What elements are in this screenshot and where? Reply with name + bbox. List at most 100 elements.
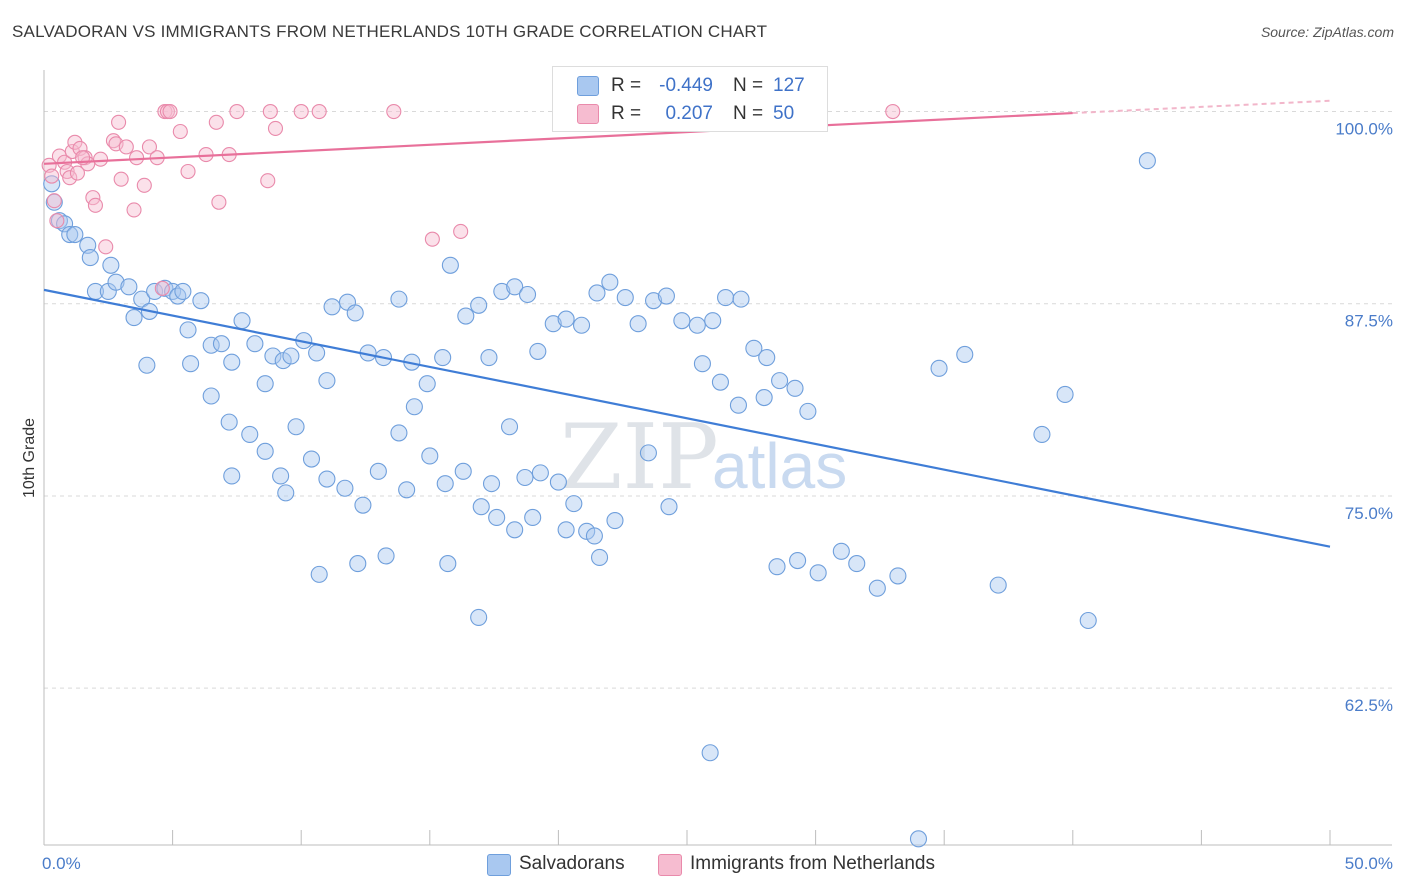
salvadoran-point [336,479,354,497]
salvadoran-point [701,744,719,762]
salvadoran-point [1056,385,1074,404]
salvadoran-point [557,310,575,328]
salvadoran-point [531,464,549,482]
salvadoran-point [233,312,251,330]
watermark: ZIP atlas [560,405,847,510]
n-value: 127 [773,75,805,96]
netherlands-point [113,171,129,187]
salvadoran-point [493,282,511,300]
n-label: N = [733,75,764,96]
netherlands-point [98,239,114,255]
salvadoran-point [272,467,290,485]
watermark-atlas: atlas [712,430,847,502]
salvadoran-point [989,576,1007,594]
netherlands-trend-line [43,111,1073,165]
salvadoran-point [302,450,321,468]
netherlands-point [87,197,103,213]
salvadoran-point [246,335,264,353]
salvadoran-point [61,225,79,244]
salvadoran-point [688,316,706,334]
salvadoran-point [323,298,341,316]
salvadoran-trend-line [43,288,1331,548]
salvadoran-point [457,307,475,325]
salvadoran-point [529,342,547,360]
salvadoran-point [169,287,187,305]
netherlands-point [311,103,327,120]
netherlands-point [453,223,469,240]
salvadoran-point [192,292,210,310]
salvadoran-point [223,467,241,485]
y-tick-label: 75.0% [1345,504,1393,523]
salvadoran-point [125,309,143,327]
salvadoran-point [369,462,387,480]
x-tick-label: 0.0% [42,854,81,873]
salvadoran-point [390,424,408,442]
salvadoran-point [1033,425,1051,443]
netherlands-point [208,114,224,130]
salvadoran-point [645,292,663,310]
netherlands-point [44,168,60,184]
netherlands-point [885,103,901,120]
salvadoran-point [277,484,295,502]
salvadoran-point [488,508,506,527]
salvadoran-point [565,495,583,513]
netherlands-point [162,103,178,120]
r-label: R = [611,75,642,96]
salvadoran-point [789,551,807,570]
netherlands-point [62,170,78,186]
salvadoran-point [544,315,562,333]
salvadoran-point [585,527,603,545]
salvadoran-point [282,347,300,365]
salvadoran-point [506,521,524,539]
y-tick-label: 100.0% [1335,120,1393,139]
salvadoran-point [717,289,735,307]
correlation-legend: R = -0.449 N = 127 R = 0.207 N = 50 [552,66,828,132]
salvadoran-point [390,290,408,308]
salvadoran-point [43,175,61,193]
netherlands-point [293,103,309,120]
salvadoran-point [50,212,68,230]
salvadoran-point [164,282,182,300]
salvadoran-point [506,278,524,296]
salvadoran-point [480,348,498,367]
axis-layer: 62.5% 75.0% 87.5% 100.0% 0.0% 50.0% [42,70,1393,873]
salvadoran-point [956,345,974,364]
salvadoran-point [832,542,850,560]
salvadoran-point [133,290,151,308]
salvadoran-point [146,282,164,300]
salvadoran-point [601,273,619,291]
salvadoran-point [657,287,675,305]
r-value: 0.207 [665,103,713,124]
netherlands-point [49,213,65,229]
legend-label-netherlands: Immigrants from Netherlands [690,853,935,874]
netherlands-point [262,103,278,120]
netherlands-point [424,231,440,247]
salvadoran-point [287,418,305,436]
trend-layer [43,99,1331,548]
salvadoran-point [454,462,472,480]
n-value: 50 [773,103,795,124]
salvadoran-point [809,564,827,582]
salvadoran-point [848,555,866,573]
salvadoran-point [241,425,259,443]
salvadoran-point [256,375,274,393]
netherlands-point [111,114,127,130]
salvadoran-point [56,215,74,233]
salvadoran-point [524,508,542,527]
salvadoran-point [616,289,634,307]
salvadoran-point [308,344,326,362]
netherlands-point [93,151,109,167]
netherlands-point [211,194,227,210]
salvadoran-point [729,396,747,414]
legend-swatch-netherlands [577,104,599,124]
netherlands-point [154,280,170,296]
salvadoran-point [377,547,395,565]
salvadoran-point [81,249,99,267]
watermark-zip: ZIP [560,405,719,510]
salvadoran-point [732,290,750,308]
y-tick-label: 62.5% [1345,696,1393,715]
salvadoran-point [418,375,436,393]
netherlands-point [260,173,276,189]
salvadoran-point [799,402,817,420]
salvadoran-point [549,473,567,491]
